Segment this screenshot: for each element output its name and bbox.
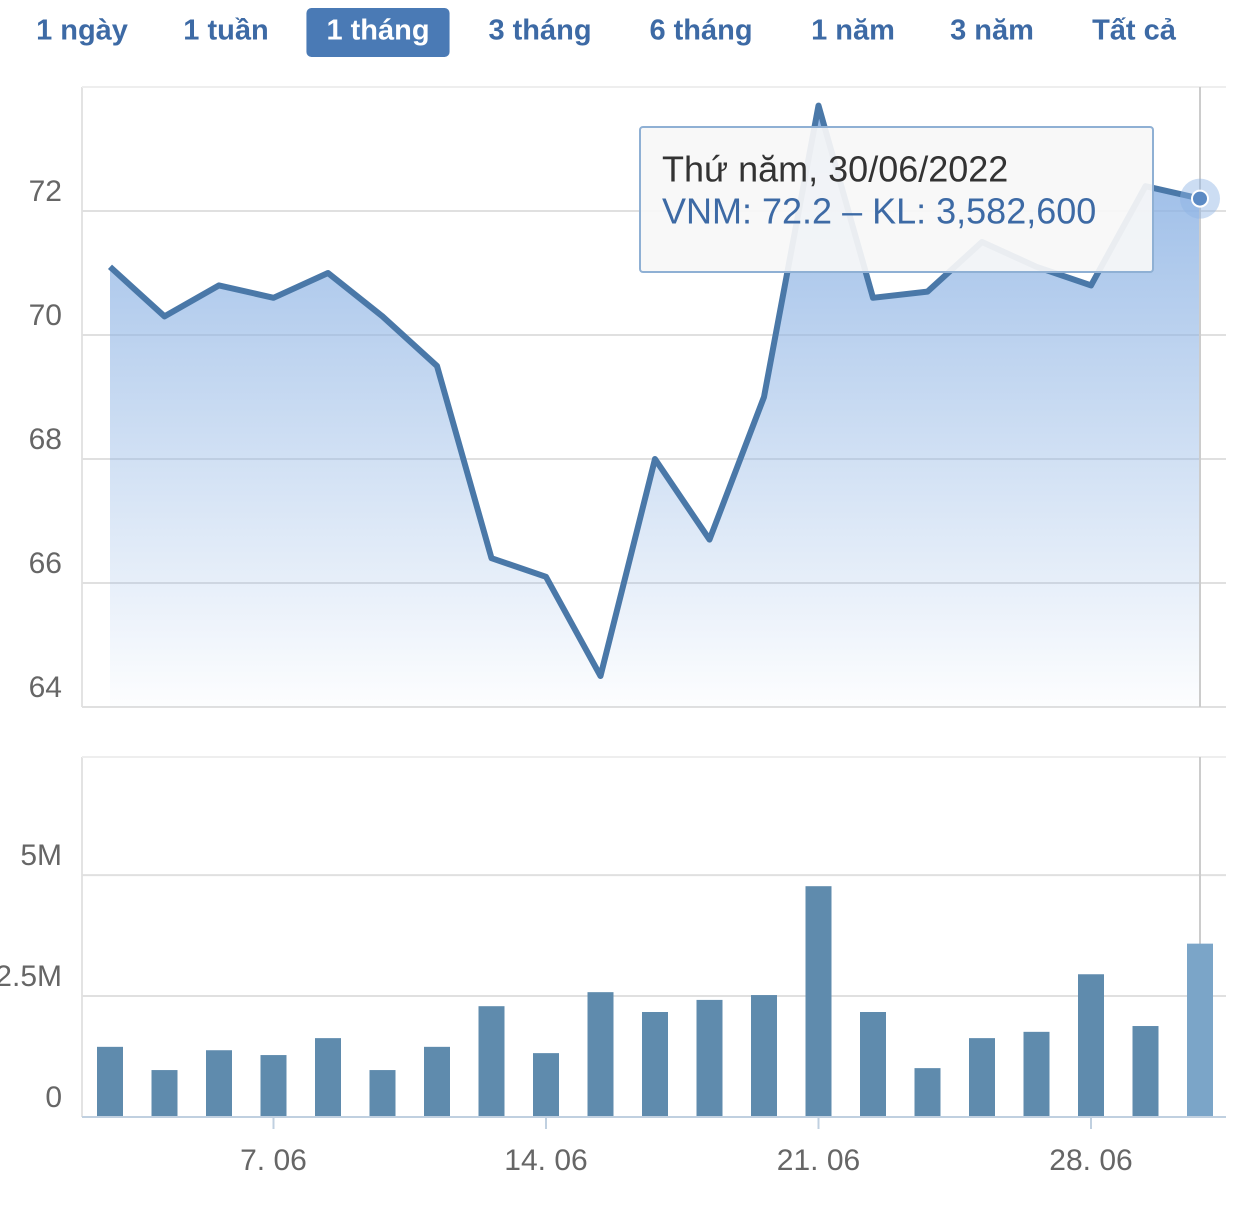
y-tick-label: 72 xyxy=(29,175,62,208)
y-tick-label: 0 xyxy=(45,1081,62,1114)
range-button-label[interactable]: 3 năm xyxy=(950,15,1034,47)
y-tick-label: 68 xyxy=(29,423,62,456)
range-button[interactable]: 3 năm xyxy=(950,15,1034,47)
volume-bar xyxy=(751,995,777,1117)
y-tick-label: 64 xyxy=(29,671,62,704)
volume-bar xyxy=(696,999,723,1117)
y-tick-label: 66 xyxy=(29,547,62,580)
volume-bar xyxy=(315,1038,341,1117)
hover-marker xyxy=(1191,189,1209,208)
y-tick-label: 70 xyxy=(29,299,62,332)
volume-bar xyxy=(369,1070,396,1117)
x-tick-label: 28. 06 xyxy=(1049,1144,1132,1177)
range-button-label[interactable]: Tất cả xyxy=(1092,15,1177,47)
price-chart: 64 66 68 70 72 xyxy=(29,86,1226,708)
volume-bar xyxy=(805,886,832,1117)
price-area xyxy=(110,105,1200,708)
volume-bar xyxy=(206,1050,232,1117)
range-button[interactable]: Tất cả xyxy=(1092,15,1177,47)
range-button-label[interactable]: 6 tháng xyxy=(649,15,752,47)
volume-bar xyxy=(1078,974,1104,1117)
range-button[interactable]: 1 năm xyxy=(811,15,895,47)
volume-bar xyxy=(533,1053,559,1117)
tooltip-text: VNM: 72.2 – KL: 3,582,600 xyxy=(662,191,1096,232)
volume-bar xyxy=(260,1055,287,1117)
x-tick-label: 21. 06 xyxy=(777,1144,860,1177)
volume-bar xyxy=(642,1012,668,1117)
volume-bar xyxy=(587,992,614,1117)
range-button[interactable]: 6 tháng xyxy=(649,15,752,47)
x-tick-label: 14. 06 xyxy=(504,1144,587,1177)
y-tick-label: 2.5M xyxy=(0,960,62,993)
volume-bar xyxy=(914,1068,941,1117)
tooltip: Thứ năm, 30/06/2022 VNM: 72.2 – KL: 3,58… xyxy=(639,126,1154,273)
range-button[interactable]: 1 ngày xyxy=(36,15,128,47)
volume-bar xyxy=(1023,1031,1050,1117)
volume-bar xyxy=(424,1046,450,1117)
range-button-selected[interactable] xyxy=(306,8,450,57)
range-button-label[interactable]: 3 tháng xyxy=(488,15,591,47)
range-button[interactable]: 3 tháng xyxy=(488,15,591,47)
range-button-label[interactable]: 1 năm xyxy=(811,15,895,47)
volume-bar xyxy=(478,1006,505,1117)
range-button-label[interactable]: 1 ngày xyxy=(36,15,128,47)
range-button-label[interactable]: 1 tháng xyxy=(326,15,429,47)
range-button-label[interactable]: 1 tuần xyxy=(183,15,268,47)
range-button[interactable]: 1 tuần xyxy=(183,15,268,47)
y-tick-label: 5M xyxy=(20,839,62,872)
range-button[interactable]: 1 tháng xyxy=(306,8,450,57)
volume-bar xyxy=(97,1046,123,1117)
volume-bar xyxy=(1187,943,1213,1117)
volume-bar xyxy=(151,1070,178,1117)
volume-bar xyxy=(969,1038,995,1117)
tooltip-title: Thứ năm, 30/06/2022 xyxy=(662,149,1008,190)
x-tick-label: 7. 06 xyxy=(240,1144,307,1177)
tooltip-box xyxy=(639,126,1154,273)
volume-bar xyxy=(1132,1026,1159,1117)
range-selector: 1 ngày 1 tuần 1 tháng 3 tháng 6 tháng 1 năm 3 … xyxy=(36,8,1177,57)
volume-chart: 0 2.5M 5M 7. 06 14. 06 21. 06 28. 06 xyxy=(0,756,1226,1177)
volume-bar xyxy=(860,1012,886,1117)
